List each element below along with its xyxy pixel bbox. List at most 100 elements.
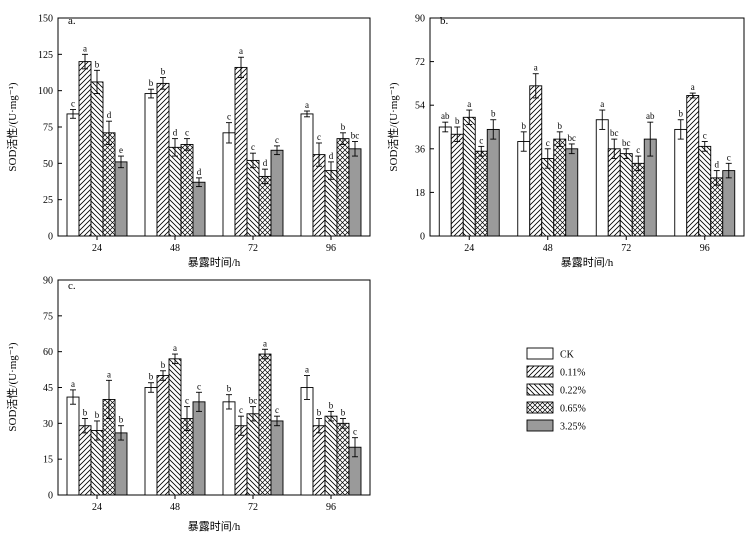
significance-letter: b: [95, 410, 100, 420]
y-tick-label: 36: [415, 144, 425, 155]
bar: [180, 143, 194, 237]
y-axis-title: SOD活性/(U·mg⁻¹): [5, 342, 19, 431]
bar: [144, 387, 158, 496]
y-tick-label: 0: [48, 491, 53, 502]
significance-letter: d: [263, 158, 268, 168]
bar: [438, 126, 452, 237]
panel-label: b.: [440, 15, 449, 27]
significance-letter: e: [119, 145, 123, 155]
significance-letter: c: [317, 132, 321, 142]
significance-letter: bc: [622, 138, 631, 148]
bar: [565, 148, 579, 237]
bar: [300, 387, 314, 496]
legend-swatch: [526, 347, 554, 360]
y-tick-label: 75: [43, 123, 53, 134]
bar: [541, 158, 555, 237]
bar: [270, 149, 284, 237]
legend-label: 0.11%: [560, 368, 585, 379]
x-tick-label: 48: [543, 243, 553, 254]
significance-letter: bc: [249, 396, 258, 406]
y-tick-label: 45: [43, 383, 53, 394]
panel-label: c.: [68, 280, 76, 292]
bar: [631, 162, 645, 237]
bar: [674, 128, 688, 237]
bar: [710, 177, 724, 237]
bar: [324, 415, 338, 496]
significance-letter: a: [71, 379, 75, 389]
bar: [156, 375, 170, 496]
bar: [258, 353, 272, 496]
bar: [144, 93, 158, 237]
bar: [78, 61, 92, 237]
y-tick-label: 72: [415, 57, 425, 68]
legend-label: CK: [560, 350, 575, 361]
significance-letter: ab: [646, 111, 655, 121]
significance-letter: c: [546, 138, 550, 148]
bar: [450, 133, 464, 237]
panel-label: a.: [68, 15, 76, 27]
significance-letter: c: [197, 381, 201, 391]
y-tick-label: 0: [48, 232, 53, 243]
bar: [486, 128, 500, 237]
bar: [258, 175, 272, 237]
y-tick-label: 54: [415, 101, 425, 112]
x-tick-label: 96: [326, 243, 336, 254]
x-axis-title: 暴露时间/h: [188, 520, 241, 533]
bar: [722, 170, 736, 237]
bar: [246, 159, 260, 237]
bar: [336, 422, 350, 496]
x-axis-title: 暴露时间/h: [188, 256, 241, 269]
x-tick-label: 72: [621, 243, 631, 254]
bar: [66, 113, 80, 237]
significance-letter: a: [691, 82, 695, 92]
bar: [595, 119, 609, 237]
significance-letter: a: [600, 99, 604, 109]
significance-letter: b: [161, 360, 166, 370]
significance-letter: b: [227, 384, 232, 394]
significance-letter: c: [636, 145, 640, 155]
bar: [300, 113, 314, 237]
significance-letter: d: [173, 128, 178, 138]
significance-letter: a: [83, 43, 87, 53]
significance-letter: b: [149, 78, 154, 88]
x-tick-label: 96: [326, 502, 336, 513]
bar: [462, 116, 476, 237]
x-tick-label: 96: [700, 243, 710, 254]
significance-letter: a: [305, 365, 309, 375]
y-tick-label: 100: [38, 86, 53, 97]
significance-letter: b: [317, 408, 322, 418]
x-tick-label: 48: [170, 502, 180, 513]
y-axis-title: SOD活性/(U·mg⁻¹): [386, 82, 400, 171]
significance-letter: b: [558, 121, 563, 131]
significance-letter: b: [161, 67, 166, 77]
significance-letter: b: [491, 109, 496, 119]
legend: CK 0.11% 0.22% 0.65% 3.25%: [526, 347, 586, 433]
bar: [474, 150, 488, 237]
significance-letter: c: [479, 135, 483, 145]
y-axis-title: SOD活性/(U·mg⁻¹): [5, 82, 19, 171]
significance-letter: c: [227, 112, 231, 122]
y-tick-label: 75: [43, 311, 53, 322]
bar: [192, 401, 206, 496]
y-tick-label: 150: [38, 14, 53, 25]
significance-letter: a: [305, 100, 309, 110]
significance-letter: bc: [351, 131, 360, 141]
bar: [348, 148, 362, 237]
significance-letter: c: [703, 131, 707, 141]
significance-letter: bc: [610, 128, 619, 138]
bar: [529, 85, 543, 237]
significance-letter: c: [275, 135, 279, 145]
significance-letter: a: [263, 338, 267, 348]
legend-swatch: [526, 419, 554, 432]
significance-letter: b: [149, 372, 154, 382]
bar: [312, 425, 326, 496]
bar: [192, 181, 206, 237]
significance-letter: c: [353, 427, 357, 437]
bar: [517, 141, 531, 237]
significance-letter: b: [679, 109, 684, 119]
bar: [312, 154, 326, 237]
bar: [102, 132, 116, 237]
bar: [686, 95, 700, 237]
significance-letter: a: [173, 343, 177, 353]
y-tick-label: 125: [38, 50, 53, 61]
